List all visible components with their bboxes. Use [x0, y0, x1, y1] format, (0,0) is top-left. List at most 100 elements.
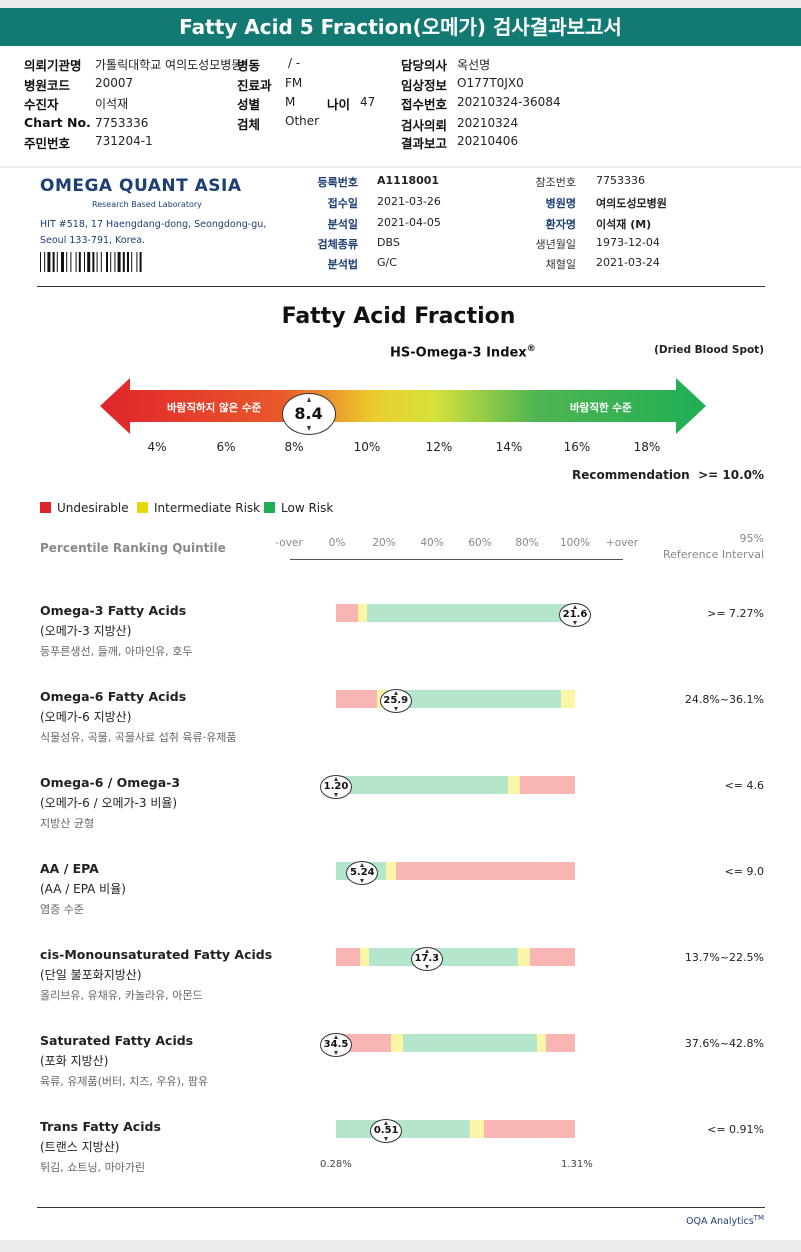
value-institution: 가톨릭대학교 여의도성모병동	[95, 58, 243, 72]
lab-logo: OMEGA QUANT ASIA	[40, 176, 242, 196]
row-description: 튀김, 쇼트닝, 마아가린	[40, 1161, 146, 1174]
ref-interval-label-bottom: Reference Interval	[662, 548, 764, 561]
value-specimen: Other	[285, 114, 320, 128]
label-doctor: 담당의사	[401, 58, 448, 73]
index-tick-label: 4%	[147, 440, 167, 454]
arrow-up-icon	[334, 1035, 338, 1039]
barcode-bar	[40, 252, 41, 272]
bar-segment-green	[390, 690, 561, 708]
row-title: AA / EPA	[40, 861, 99, 876]
barcode-bar	[61, 252, 64, 272]
row-title: Saturated Fatty Acids	[40, 1033, 194, 1048]
arrow-up-icon	[424, 949, 429, 953]
row-value-bubble: 5.24	[346, 861, 379, 885]
meta-right-value: 이석재 (M)	[596, 218, 652, 231]
row-value: 21.6	[562, 609, 588, 620]
label-receipt-no: 접수번호	[401, 97, 448, 112]
meta-left-value: DBS	[377, 236, 400, 249]
bar-segment-red	[520, 776, 575, 794]
row-value-bubble: 21.6	[559, 603, 591, 627]
value-department: FM	[285, 76, 303, 90]
value-patient: 이석재	[95, 97, 129, 111]
row-description: 육류, 유제품(버터, 치즈, 우유), 팜유	[40, 1075, 209, 1088]
arrow-down-icon	[393, 707, 398, 711]
bar-segment-yellow	[386, 862, 396, 880]
meta-right-value: 1973-12-04	[596, 236, 660, 249]
lab-address-line2: Seoul 133-791, Korea.	[40, 235, 146, 246]
row-value: 1.20	[323, 781, 349, 792]
index-name: HS-Omega-3 Index®	[390, 344, 536, 360]
index-tick-label: 16%	[563, 440, 591, 454]
legend-label-low-risk: Low Risk	[281, 501, 334, 515]
row-subtitle: (오메가-6 지방산)	[40, 710, 132, 724]
barcode-bar	[56, 252, 58, 272]
arrow-up-icon	[360, 863, 365, 867]
row-risk-bar	[336, 1120, 575, 1138]
scale-tick-label: 100%	[559, 537, 591, 549]
value-sex: M	[285, 95, 296, 109]
row-subtitle: (포화 지방산)	[40, 1054, 109, 1068]
label-institution: 의뢰기관명	[24, 58, 82, 73]
row-value: 17.3	[414, 953, 440, 964]
barcode-bar	[66, 252, 68, 272]
row-subtitle: (AA / EPA 비율)	[40, 882, 126, 896]
row-risk-bar	[336, 604, 575, 622]
row-value-bubble: 17.3	[410, 947, 443, 971]
meta-left-value: 2021-04-05	[377, 216, 441, 229]
row-value-bubble: 34.5	[320, 1033, 352, 1057]
report-body: OMEGA QUANT ASIA Research Based Laborato…	[0, 168, 801, 1240]
bar-segment-green	[336, 776, 509, 794]
row-reference-interval: 37.6%~42.8%	[684, 1037, 764, 1050]
row-subtitle: (오메가-3 지방산)	[40, 624, 132, 638]
barcode-bar	[114, 252, 116, 272]
divider-bottom	[37, 1207, 765, 1208]
row-value: 25.9	[383, 695, 409, 706]
legend-swatch-low-risk	[264, 502, 275, 513]
row-reference-interval: >= 7.27%	[707, 607, 764, 620]
barcode-bar	[122, 252, 125, 272]
meta-left-label: 분석법	[327, 258, 358, 271]
index-name-text: HS-Omega-3 Index	[390, 345, 527, 361]
scale-tick-label: 40%	[420, 537, 444, 549]
value-hospital-code: 20007	[95, 76, 134, 90]
bar-segment-yellow	[469, 1120, 485, 1138]
trans-range-min: 0.28%	[320, 1159, 352, 1170]
row-description: 올리브유, 유채유, 카놀라유, 아몬드	[40, 989, 203, 1002]
barcode-bar	[106, 252, 108, 272]
barcode-bar	[117, 252, 121, 272]
arrow-up-icon	[573, 605, 577, 609]
recommendation-value: >= 10.0%	[698, 468, 764, 482]
bar-segment-red	[336, 948, 360, 966]
scale-tick-label: -over	[275, 537, 303, 549]
barcode-bar	[52, 252, 55, 272]
row-description: 식물성유, 곡물, 곡물사료 섭취 육류·유제품	[40, 731, 237, 744]
bar-segment-yellow	[517, 948, 530, 966]
row-title: cis-Monounsaturated Fatty Acids	[40, 947, 273, 962]
footer-brand: OQA AnalyticsTM	[686, 1214, 764, 1227]
recommendation: Recommendation >= 10.0%	[572, 468, 764, 482]
arrow-down-icon	[424, 965, 429, 969]
row-title: Trans Fatty Acids	[40, 1119, 161, 1134]
bar-segment-green	[369, 948, 518, 966]
row-reference-interval: 13.7%~22.5%	[684, 951, 764, 964]
bar-segment-yellow	[357, 604, 368, 622]
value-test-request: 20210324	[457, 116, 519, 130]
lab-address-line1: HIT #518, 17 Haengdang-dong, Seongdong-g…	[40, 219, 267, 230]
meta-left-label: 등록번호	[317, 176, 358, 189]
meta-right-label: 환자명	[545, 218, 576, 231]
row-reference-interval: <= 0.91%	[707, 1123, 764, 1136]
scale-tick-label: 60%	[468, 537, 492, 549]
index-tick-label: 14%	[495, 440, 523, 454]
scale-title: Percentile Ranking Quintile	[40, 541, 226, 555]
barcode-bar	[127, 252, 129, 272]
index-tick-label: 12%	[425, 440, 453, 454]
row-reference-interval: <= 9.0	[724, 865, 764, 878]
row-risk-bar	[336, 1034, 575, 1052]
barcode-bar	[96, 252, 98, 272]
recommendation-label: Recommendation	[571, 468, 690, 482]
scale-axis-line	[290, 559, 623, 560]
row-reference-interval: 24.8%~36.1%	[684, 693, 764, 706]
legend-label-undesirable: Undesirable	[57, 501, 129, 515]
label-ward: 병동	[237, 58, 261, 73]
value-ward: / -	[288, 56, 301, 70]
